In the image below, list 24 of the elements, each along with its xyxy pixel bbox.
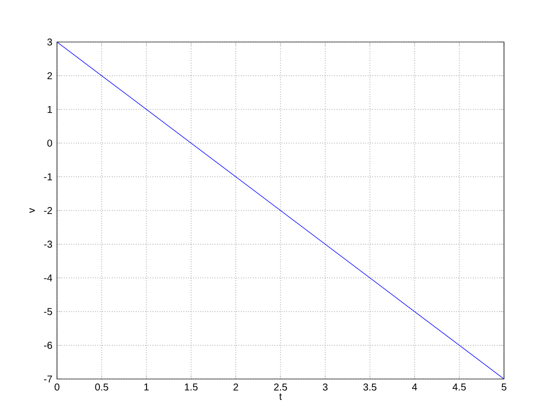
y-tick-label: -4 [44,274,52,282]
x-tick-label: 0.5 [95,384,108,391]
y-tick-label: 2 [47,72,52,80]
x-tick-label: 4.5 [452,384,466,390]
y-tick-label: 1 [48,106,52,113]
y-tick-label: -5 [44,308,52,316]
y-axis-title: v [30,208,35,213]
x-tick-label: 1 [144,384,149,390]
x-tick-label: 0 [54,384,60,391]
y-tick-label: -1 [44,173,52,180]
y-tick-label: -2 [44,207,52,214]
x-tick-label: 2 [234,384,238,390]
y-tick-label: -7 [44,376,52,382]
x-tick-label: 3.5 [363,384,376,391]
y-tick-label: 3 [47,38,52,46]
x-tick-label: 3 [322,384,328,391]
y-tick-label: 0 [47,140,52,147]
x-tick-label: 5 [502,384,506,390]
x-tick-label: 4 [412,384,418,390]
y-tick-label: -6 [44,342,52,349]
y-tick-label: -3 [44,240,52,248]
x-axis-title: t [279,393,282,400]
x-tick-label: 2.5 [274,384,288,391]
x-tick-label: 1.5 [184,384,198,390]
